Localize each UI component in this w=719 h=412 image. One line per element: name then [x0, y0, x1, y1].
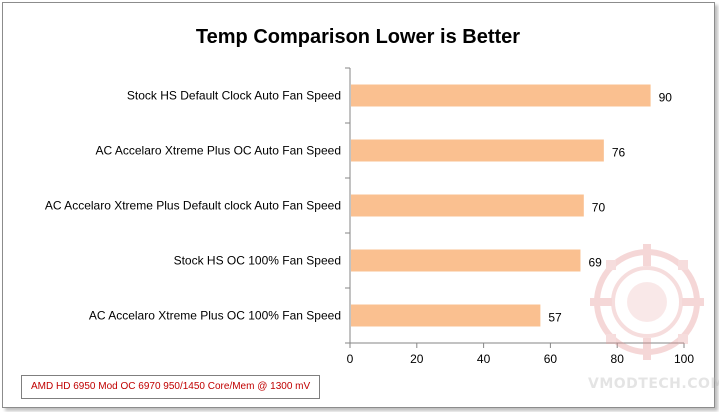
watermark: VMODTECH.COM — [588, 240, 719, 404]
x-tick-label: 40 — [477, 352, 491, 366]
bar — [351, 84, 651, 107]
chart-frame: Temp Comparison Lower is Better Stock HS… — [2, 2, 715, 408]
bar — [351, 249, 581, 272]
x-tick-label: 80 — [611, 352, 625, 366]
category-label: Stock HS OC 100% Fan Speed — [174, 254, 341, 268]
plot-area: Stock HS Default Clock Auto Fan Speed 90 A… — [45, 67, 694, 366]
data-label: 70 — [592, 201, 606, 215]
data-label: 69 — [588, 256, 602, 270]
vmodtech-logo-icon — [590, 244, 704, 360]
x-tick-label: 60 — [544, 352, 558, 366]
bar — [351, 139, 604, 162]
data-label: 76 — [612, 146, 626, 160]
footnote: AMD HD 6950 Mod OC 6970 950/1450 Core/Me… — [21, 375, 320, 399]
x-tick-label: 100 — [674, 352, 694, 366]
x-tick-label: 20 — [410, 352, 424, 366]
bar-chart: Temp Comparison Lower is Better Stock HS… — [45, 26, 694, 366]
bar — [351, 194, 584, 217]
chart-title: Temp Comparison Lower is Better — [196, 26, 520, 48]
category-label: AC Accelaro Xtreme Plus OC 100% Fan Spee… — [89, 309, 341, 323]
data-label: 90 — [659, 91, 673, 105]
category-label: AC Accelaro Xtreme Plus OC Auto Fan Spee… — [96, 144, 341, 158]
bar — [351, 304, 541, 327]
watermark-text: VMODTECH.COM — [588, 376, 719, 392]
data-label: 57 — [548, 311, 562, 325]
category-label: Stock HS Default Clock Auto Fan Speed — [127, 89, 341, 103]
x-tick-label: 0 — [347, 352, 354, 366]
category-label: AC Accelaro Xtreme Plus Default clock Au… — [45, 199, 341, 213]
